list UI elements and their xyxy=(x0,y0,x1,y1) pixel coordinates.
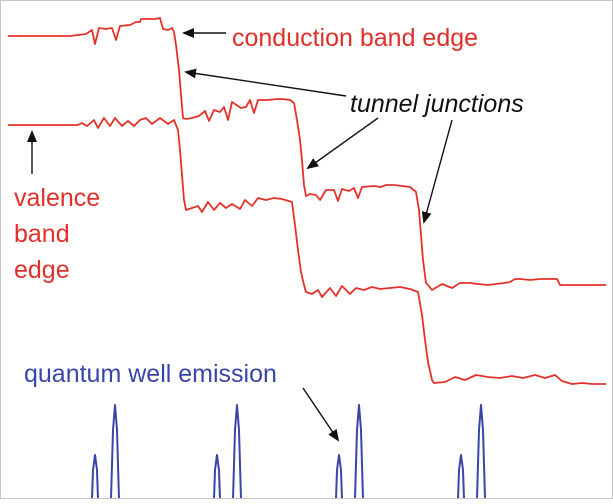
tunnel-junctions-label: tunnel junctions xyxy=(350,90,524,118)
valence-band-label-line-2: band xyxy=(14,220,70,248)
quantum-well-emission-curve xyxy=(91,404,486,500)
arrow-icon xyxy=(184,68,347,97)
arrow-icon xyxy=(421,119,453,224)
valence-band-label-line-1: valence xyxy=(14,184,100,212)
conduction-band-label: conduction band edge xyxy=(232,24,478,52)
quantum-well-emission-label: quantum well emission xyxy=(24,360,277,388)
arrow-icon xyxy=(302,387,340,442)
valence-band-curve xyxy=(8,117,606,385)
valence-band-label-line-3: edge xyxy=(14,256,70,284)
conduction-band-curve xyxy=(8,17,606,291)
arrow-icon xyxy=(306,117,379,170)
